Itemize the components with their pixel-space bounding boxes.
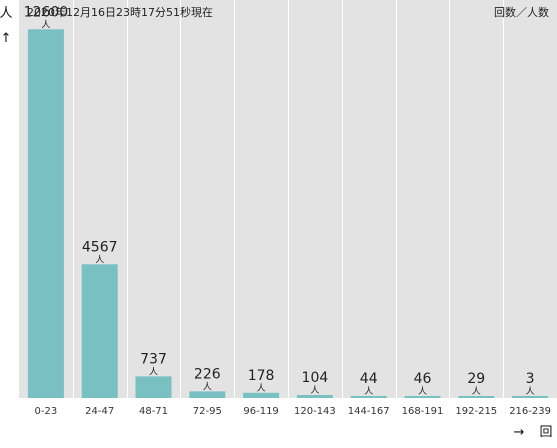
bar-24-47 — [81, 264, 118, 398]
value-label: 44 — [360, 371, 378, 387]
value-unit-label: 人 — [41, 19, 50, 30]
legend-text: 回数／人数 — [494, 6, 549, 19]
bar-192-215 — [458, 396, 495, 398]
bar-0-23 — [27, 29, 64, 399]
value-unit-label: 人 — [203, 381, 212, 392]
value-label: 4567 — [82, 239, 118, 255]
value-label: 178 — [248, 368, 275, 384]
bar-72-95 — [189, 391, 226, 398]
bar-96-119 — [243, 392, 280, 398]
x-tick-label: 216-239 — [509, 406, 551, 417]
value-label: 226 — [194, 366, 221, 382]
value-label: 46 — [414, 371, 432, 387]
value-label: 737 — [140, 351, 167, 367]
x-tick-label: 192-215 — [455, 406, 497, 417]
value-unit-label: 人 — [526, 386, 535, 397]
x-tick-label: 48-71 — [139, 406, 168, 417]
bar-168-191 — [404, 396, 441, 398]
y-axis-arrow: ↑ — [1, 31, 12, 46]
grid-lines — [73, 0, 504, 398]
x-tick-labels: 0-23 24-47 48-71 72-95 96-119 120-143 144-167 1… — [35, 406, 551, 417]
value-unit-label: 人 — [149, 366, 158, 377]
x-tick-label: 120-143 — [294, 406, 336, 417]
timestamp-text: 2020年12月16日23時17分51秒現在 — [27, 5, 213, 19]
bar-216-239 — [512, 396, 549, 398]
value-unit-label: 人 — [257, 383, 266, 394]
value-unit-label: 人 — [418, 386, 427, 397]
bars — [27, 29, 549, 399]
x-tick-label: 24-47 — [85, 406, 114, 417]
x-tick-label: 0-23 — [35, 406, 58, 417]
x-tick-label: 96-119 — [243, 406, 278, 417]
x-axis-unit: 回 — [539, 425, 552, 440]
bar-48-71 — [135, 376, 172, 398]
x-tick-label: 168-191 — [402, 406, 444, 417]
value-unit-label: 人 — [310, 385, 319, 396]
x-tick-label: 144-167 — [348, 406, 390, 417]
y-axis-unit: 人 — [0, 6, 13, 21]
value-unit-label: 人 — [364, 386, 373, 397]
x-tick-label: 72-95 — [193, 406, 222, 417]
value-label: 104 — [302, 370, 329, 386]
value-label: 29 — [467, 371, 485, 387]
value-unit-label: 人 — [95, 254, 104, 265]
value-label: 3 — [526, 371, 535, 387]
value-unit-label: 人 — [472, 386, 481, 397]
bar-120-143 — [296, 395, 333, 398]
bar-144-167 — [350, 396, 387, 398]
x-axis-arrow: → — [514, 425, 525, 440]
value-label: 12600 — [24, 4, 69, 20]
